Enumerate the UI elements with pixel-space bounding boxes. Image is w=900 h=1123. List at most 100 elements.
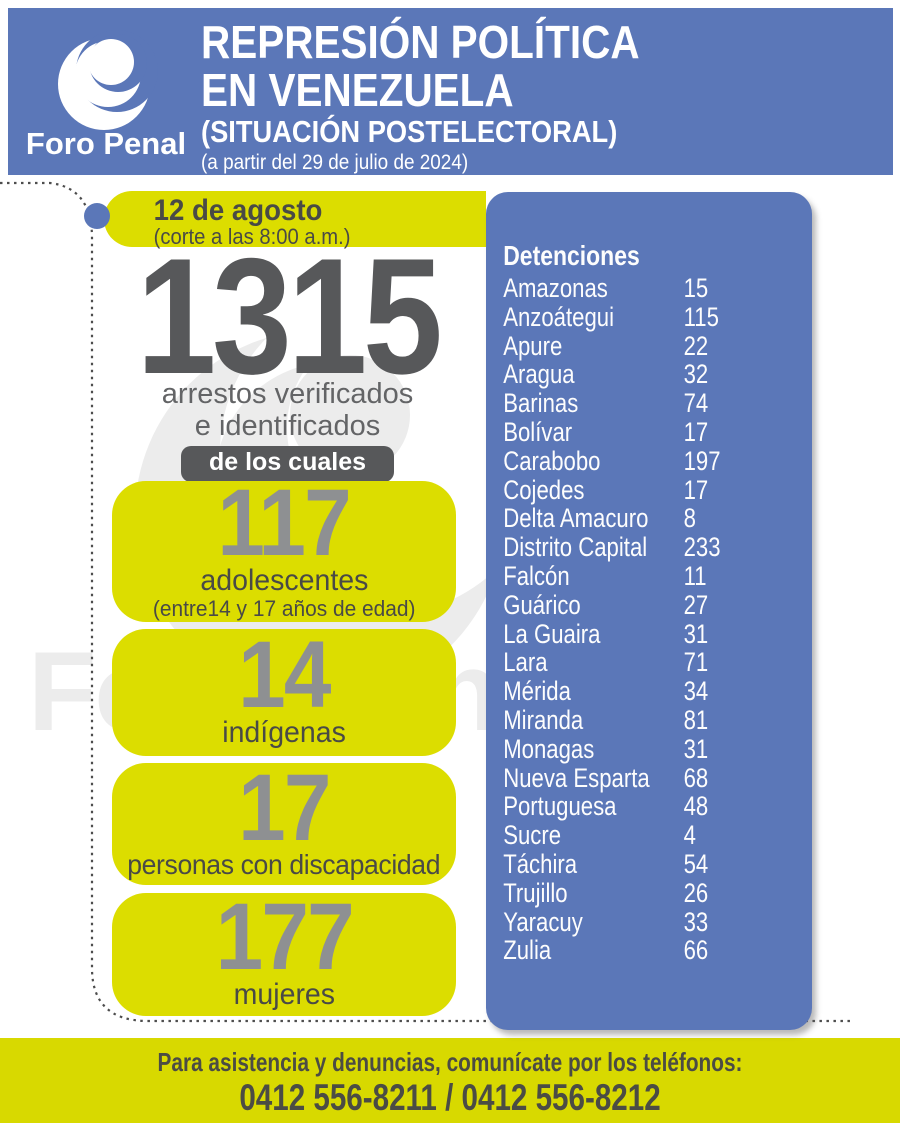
detention-row: Delta Amacuro 8 bbox=[503, 504, 812, 533]
detention-row: Yaracuy 33 bbox=[503, 906, 812, 937]
stat-label: personas con discapacidad bbox=[127, 848, 441, 880]
stat-box-indigenas: 14 indígenas bbox=[112, 622, 456, 756]
detention-state: Zulia bbox=[503, 935, 552, 966]
detention-row: Bolívar 17 bbox=[503, 418, 812, 447]
stat-label: adolescentes bbox=[200, 563, 368, 597]
footer-contact-band: Para asistencia y denuncias, comunícate … bbox=[0, 1038, 900, 1123]
stat-label: mujeres bbox=[233, 978, 335, 1012]
stat-box-mujeres: 177 mujeres bbox=[112, 884, 456, 1016]
detention-count: 81 bbox=[683, 704, 709, 735]
stat-value: 117 bbox=[217, 469, 352, 576]
detention-state: Nueva Esparta bbox=[503, 762, 650, 793]
total-arrests-number: 1315 bbox=[136, 224, 443, 408]
detention-state: Carabobo bbox=[503, 445, 601, 476]
detention-state: Yaracuy bbox=[503, 906, 583, 937]
detention-row: Guárico 27 bbox=[503, 589, 812, 620]
stat-sublabel: (entre14 y 17 años de edad) bbox=[152, 596, 416, 622]
detention-state: Miranda bbox=[503, 704, 584, 735]
title-line-1: REPRESIÓN POLÍTICA bbox=[201, 16, 640, 68]
detention-state: Apure bbox=[503, 330, 563, 361]
detention-count: 48 bbox=[683, 791, 709, 822]
detention-state: Táchira bbox=[503, 848, 578, 879]
detentions-title: Detenciones bbox=[503, 240, 640, 271]
detention-count: 8 bbox=[683, 503, 696, 534]
detention-count: 27 bbox=[683, 589, 709, 620]
detention-row: Lara 71 bbox=[503, 648, 812, 677]
detention-row: Carabobo 197 bbox=[503, 445, 812, 476]
detention-count: 33 bbox=[683, 906, 709, 937]
detention-state: Sucre bbox=[503, 820, 562, 851]
detention-count: 197 bbox=[683, 445, 721, 476]
detention-row: Monagas 31 bbox=[503, 733, 812, 764]
detention-state: Distrito Capital bbox=[503, 532, 648, 563]
detention-state: Cojedes bbox=[503, 474, 585, 505]
detention-row: Trujillo 26 bbox=[503, 877, 812, 908]
detention-count: 22 bbox=[683, 330, 709, 361]
detentions-panel: Detenciones Amazonas 15 Anzoátegui 115 Apure… bbox=[486, 192, 812, 1030]
detention-count: 233 bbox=[683, 532, 721, 563]
detention-count: 68 bbox=[683, 762, 709, 793]
header-banner: Foro Penal REPRESIÓN POLÍTICA EN VENEZUE… bbox=[8, 8, 893, 175]
footer-message: Para asistencia y denuncias, comunícate … bbox=[157, 1047, 743, 1077]
foro-penal-logo: Foro Penal bbox=[26, 30, 186, 161]
detention-row: Portuguesa 48 bbox=[503, 792, 812, 821]
detention-count: 17 bbox=[683, 416, 709, 447]
detention-row: Miranda 81 bbox=[503, 706, 812, 735]
detention-count: 32 bbox=[683, 359, 709, 390]
title-line-2: EN VENEZUELA bbox=[201, 64, 514, 116]
detention-state: Amazonas bbox=[503, 273, 608, 303]
detention-state: Mérida bbox=[503, 676, 571, 707]
detention-state: Aragua bbox=[503, 359, 575, 390]
detention-state: Monagas bbox=[503, 733, 595, 764]
detention-count: 54 bbox=[683, 848, 709, 879]
footer-phone-numbers: 0412 556-8211 / 0412 556-8212 bbox=[239, 1077, 661, 1118]
detention-count: 17 bbox=[683, 474, 709, 505]
stat-value: 177 bbox=[215, 884, 354, 991]
detention-state: Lara bbox=[503, 647, 548, 678]
logo-core-circle bbox=[88, 39, 134, 85]
detention-count: 26 bbox=[683, 877, 709, 908]
detention-row: Apure 22 bbox=[503, 330, 812, 361]
detention-row: Sucre 4 bbox=[503, 821, 812, 850]
detention-row: Anzoátegui 115 bbox=[503, 301, 812, 332]
total-arrests-caption: arrestos verificados e identificados bbox=[95, 378, 480, 442]
detentions-list: Amazonas 15 Anzoátegui 115 Apure 22 Aragua 32 Ba… bbox=[503, 274, 812, 965]
detention-state: Falcón bbox=[503, 560, 570, 591]
stat-label: indígenas bbox=[222, 716, 346, 750]
report-date: 12 de agosto bbox=[153, 194, 323, 227]
detention-count: 31 bbox=[683, 618, 709, 649]
timeline-dot bbox=[84, 203, 110, 229]
detention-row: Amazonas 15 bbox=[503, 274, 812, 303]
stat-value: 17 bbox=[238, 754, 331, 861]
detention-count: 11 bbox=[683, 560, 707, 591]
detention-count: 15 bbox=[683, 273, 709, 303]
logo-org-name: Foro Penal bbox=[26, 126, 186, 161]
stat-value: 14 bbox=[238, 622, 331, 729]
detention-row: Táchira 54 bbox=[503, 850, 812, 879]
detention-row: Mérida 34 bbox=[503, 677, 812, 706]
detention-count: 34 bbox=[683, 676, 709, 707]
detention-count: 4 bbox=[683, 820, 696, 851]
detention-state: Bolívar bbox=[503, 416, 573, 447]
detention-row: Nueva Esparta 68 bbox=[503, 762, 812, 793]
stat-box-discapacidad: 17 personas con discapacidad bbox=[112, 754, 456, 885]
stat-box-adolescentes: 117 adolescentes (entre14 y 17 años de e… bbox=[112, 469, 456, 622]
detention-state: Barinas bbox=[503, 388, 579, 419]
detention-state: Delta Amacuro bbox=[503, 503, 649, 534]
detention-row: Aragua 32 bbox=[503, 360, 812, 389]
detention-row: Distrito Capital 233 bbox=[503, 533, 812, 562]
detention-row: Falcón 11 bbox=[503, 562, 812, 591]
caption-line-2: e identificados bbox=[194, 410, 381, 442]
detention-count: 115 bbox=[683, 301, 719, 332]
detention-state: Guárico bbox=[503, 589, 581, 620]
detention-row: La Guaira 31 bbox=[503, 618, 812, 649]
detention-state: Anzoátegui bbox=[503, 301, 615, 332]
subtitle: (SITUACIÓN POSTELECTORAL) bbox=[201, 114, 618, 149]
detention-count: 71 bbox=[683, 647, 709, 678]
detention-count: 66 bbox=[683, 935, 709, 966]
detention-count: 74 bbox=[683, 388, 709, 419]
detention-state: La Guaira bbox=[503, 618, 601, 649]
header-title-block: REPRESIÓN POLÍTICA EN VENEZUELA (SITUACI… bbox=[201, 18, 640, 174]
since-note: (a partir del 29 de julio de 2024) bbox=[201, 150, 469, 174]
